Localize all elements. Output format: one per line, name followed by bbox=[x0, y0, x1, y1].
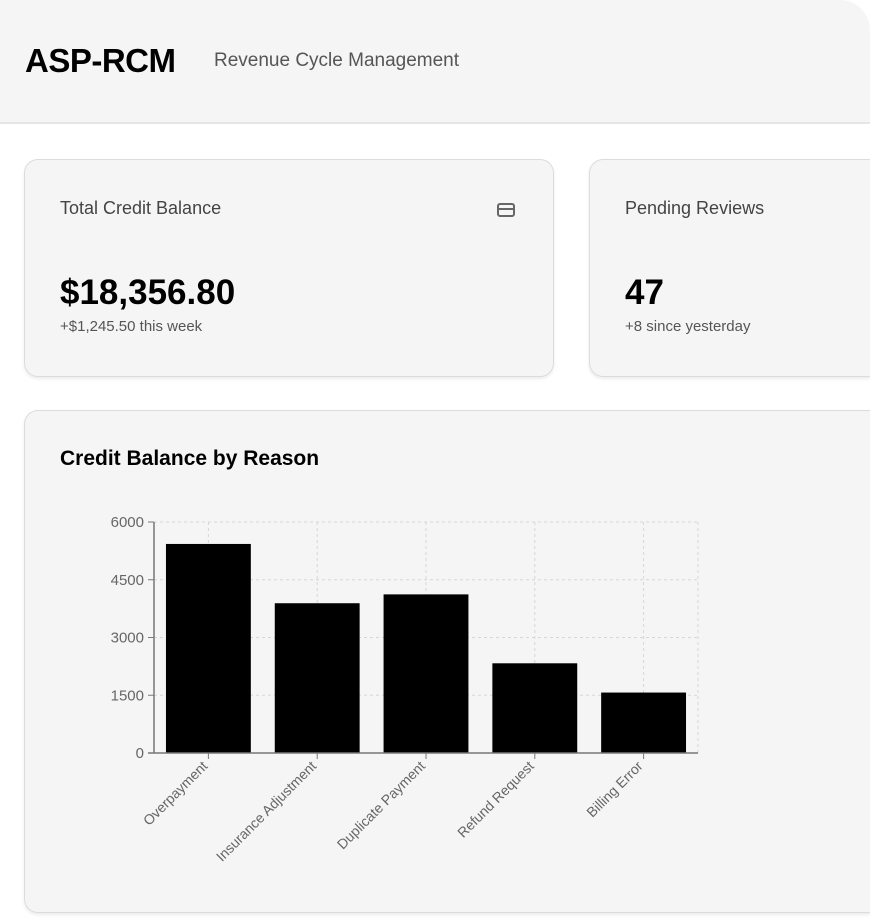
card-title: Pending Reviews bbox=[625, 198, 765, 218]
bar-duplicate-payment bbox=[383, 594, 469, 753]
x-tick-label: Insurance Adjustment bbox=[213, 758, 320, 865]
card-value: 47 bbox=[625, 273, 664, 312]
card-subtext: +8 since yesterday bbox=[625, 318, 751, 335]
app-subtitle: Revenue Cycle Management bbox=[214, 50, 460, 71]
bar-refund-request bbox=[492, 663, 578, 753]
y-tick-label: 3000 bbox=[111, 630, 144, 647]
x-tick-label: Duplicate Payment bbox=[334, 758, 428, 852]
pending-reviews-card: Pending Reviews 47 +8 since yesterday bbox=[589, 159, 870, 377]
x-tick-label: Refund Request bbox=[454, 758, 537, 841]
bar-billing-error bbox=[601, 692, 687, 753]
app-header: ASP-RCM Revenue Cycle Management bbox=[0, 0, 870, 124]
y-tick-label: 4500 bbox=[111, 572, 144, 589]
chart-card: Credit Balance by Reason 0 1500 3000 4500 60… bbox=[24, 410, 870, 913]
y-tick-label: 6000 bbox=[111, 514, 144, 531]
bar-chart: 0 1500 3000 4500 6000 Overpayment Insurance Ad… bbox=[111, 514, 699, 865]
credit-card-icon bbox=[497, 203, 515, 217]
bar-overpayment bbox=[165, 543, 251, 753]
card-value: $18,356.80 bbox=[60, 273, 236, 312]
brand-logo[interactable]: ASP-RCM bbox=[25, 42, 176, 79]
y-tick-label: 0 bbox=[136, 745, 144, 762]
x-tick-label: Overpayment bbox=[140, 758, 211, 829]
y-tick-label: 1500 bbox=[111, 687, 144, 704]
total-credit-balance-card: Total Credit Balance $18,356.80 +$1,245.… bbox=[24, 159, 554, 377]
card-title: Total Credit Balance bbox=[60, 198, 222, 218]
card-subtext: +$1,245.50 this week bbox=[60, 318, 203, 335]
chart-title: Credit Balance by Reason bbox=[60, 447, 320, 470]
bar-insurance-adjustment bbox=[274, 603, 360, 753]
x-tick-label: Billing Error bbox=[583, 758, 646, 821]
